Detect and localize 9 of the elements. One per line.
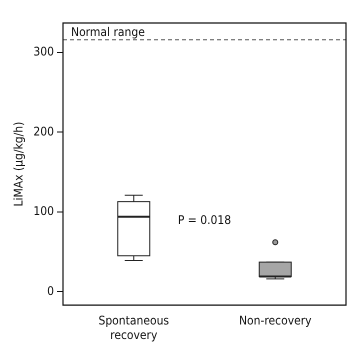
y-tick-label: 0 — [47, 284, 54, 298]
y-tick-label: 100 — [33, 204, 54, 218]
x-tick-label: Non-recovery — [238, 314, 312, 328]
ref-line-label: Normal range — [71, 24, 146, 39]
y-axis-title: LiMAx (µg/kg/h) — [11, 122, 26, 207]
x-tick-label: Spontaneous recovery — [98, 314, 170, 342]
y-tick-label: 300 — [33, 44, 54, 59]
y-tick-label: 200 — [33, 124, 54, 138]
annotation: P = 0.018 — [178, 212, 232, 227]
